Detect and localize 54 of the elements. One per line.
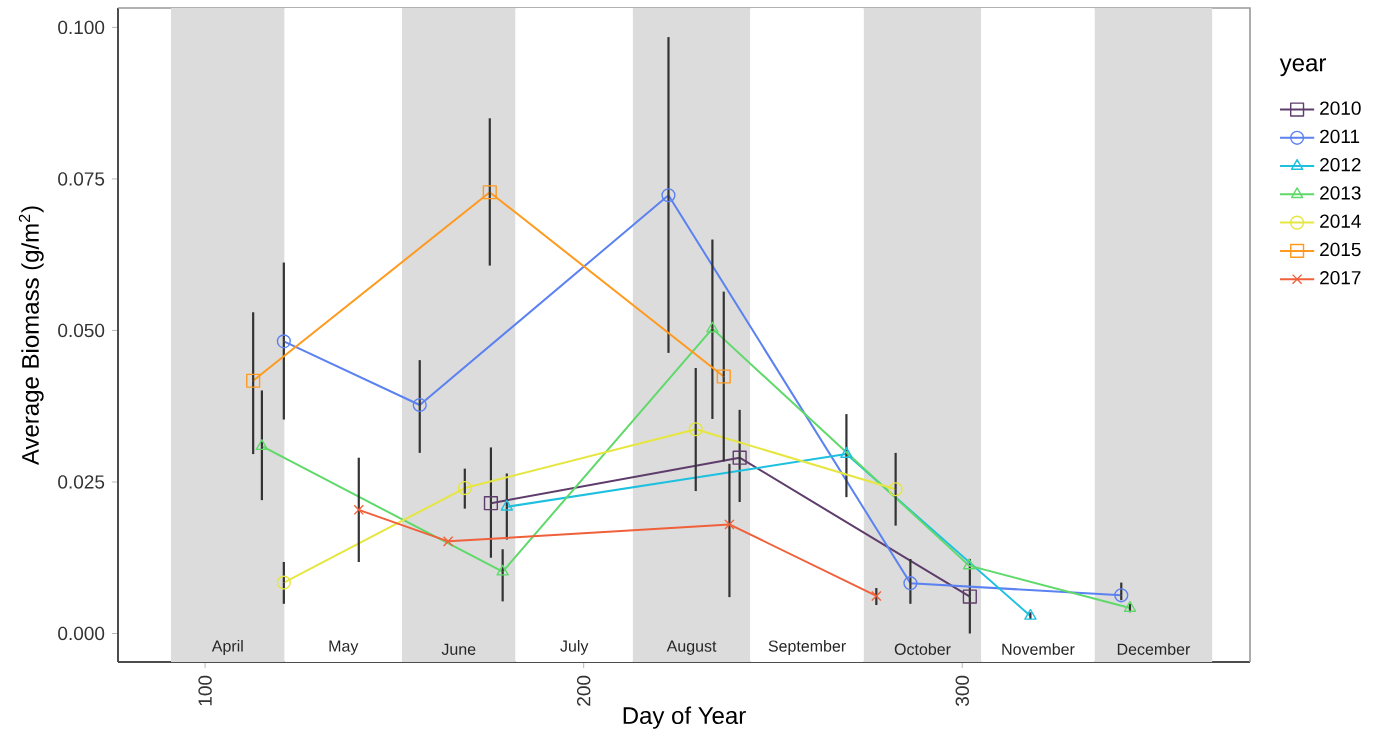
point	[962, 558, 976, 570]
band-label: August	[666, 640, 717, 655]
point	[732, 450, 747, 465]
x-tick-label: 200	[576, 675, 591, 706]
y-tick-label: 0.100	[58, 20, 105, 35]
legend-label: 2015	[1320, 242, 1361, 257]
point	[1123, 600, 1137, 612]
band-label: September	[768, 639, 846, 655]
point	[255, 439, 269, 451]
point	[840, 446, 853, 458]
point	[412, 397, 427, 413]
point	[442, 536, 454, 547]
x-tick-label: 100	[198, 675, 212, 706]
point	[1114, 588, 1129, 603]
band-label: December	[1117, 643, 1191, 655]
point	[706, 321, 719, 333]
x-tick-label: 300	[955, 675, 969, 707]
legend-label: 2012	[1320, 157, 1361, 172]
legend-label: 2014	[1320, 214, 1361, 228]
point	[871, 590, 882, 602]
point	[276, 575, 291, 590]
legend-label: 2010	[1320, 101, 1361, 115]
point	[496, 564, 509, 576]
y-tick-label: 0.050	[58, 323, 105, 338]
y-axis-title: Average Biomass (g/m$^{2}$)	[18, 206, 44, 466]
y-tick-label: 0.000	[58, 626, 105, 641]
point	[724, 519, 735, 530]
y-tick-label: 0.025	[58, 475, 105, 489]
point	[457, 480, 472, 496]
band-label: April	[211, 639, 243, 655]
band-label: November	[1002, 643, 1075, 655]
point	[962, 589, 977, 604]
point	[276, 334, 291, 349]
y-tick-label: 0.075	[58, 172, 105, 186]
legend-label: 2013	[1320, 186, 1361, 200]
legend-label: 2011	[1320, 129, 1360, 144]
legend-title: year	[1279, 58, 1326, 77]
point	[1024, 608, 1037, 620]
point	[482, 185, 497, 200]
point	[888, 482, 903, 497]
point	[688, 422, 703, 437]
band-label: July	[560, 639, 589, 655]
point	[483, 496, 499, 511]
band-label: June	[441, 643, 476, 655]
point	[500, 499, 514, 511]
point	[716, 369, 731, 384]
legend-label: 2017	[1320, 271, 1361, 285]
band-label: October	[894, 643, 951, 655]
band-label: May	[329, 640, 359, 655]
point	[353, 504, 365, 516]
point	[903, 576, 918, 591]
point	[246, 373, 261, 388]
point	[661, 188, 676, 203]
x-axis-title: Day of Year	[623, 706, 746, 729]
